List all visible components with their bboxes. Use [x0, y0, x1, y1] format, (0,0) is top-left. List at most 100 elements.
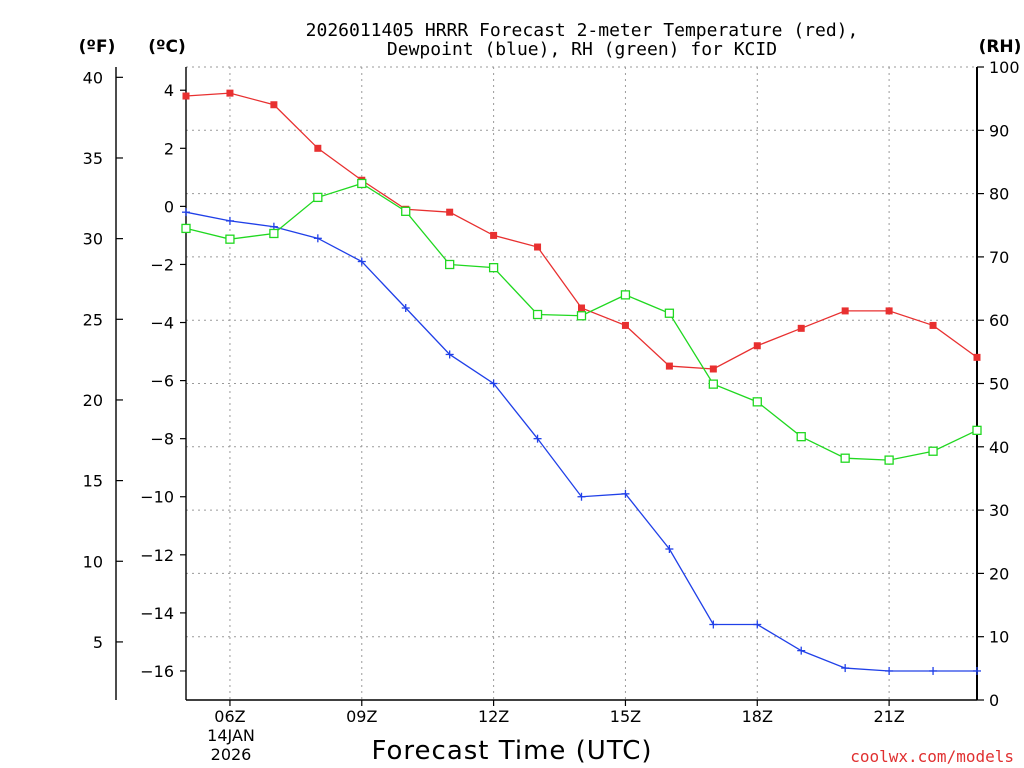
rh-point	[840, 453, 850, 463]
rh-point	[181, 223, 191, 234]
dewpoint-point	[577, 492, 586, 501]
rh-point	[708, 379, 718, 389]
dewpoint-point	[885, 666, 894, 675]
dewpoint-point	[929, 666, 938, 675]
temperature-point	[314, 144, 322, 152]
celsius-unit-label: (ºC)	[148, 37, 186, 57]
rh-point	[532, 309, 543, 320]
celsius-tick-label: 2	[164, 139, 174, 158]
rh-unit-label: (RH)	[979, 37, 1022, 57]
x-tick-label: 06Z	[214, 707, 245, 726]
celsius-tick-label: −6	[150, 372, 174, 391]
temperature-point	[709, 365, 717, 373]
dewpoint-point	[357, 257, 366, 266]
fahrenheit-tick-label: 35	[83, 149, 103, 168]
rh-point	[313, 192, 323, 203]
axes: 420−2−4−6−8−10−12−14−1640353025201510501…	[83, 58, 1020, 726]
temperature-point	[446, 208, 454, 216]
celsius-tick-label: −12	[140, 546, 174, 565]
dewpoint-point	[313, 234, 322, 243]
dewpoint-point	[401, 304, 410, 313]
celsius-tick-label: −10	[140, 488, 174, 507]
rh-point	[445, 259, 455, 270]
fahrenheit-tick-label: 25	[83, 310, 103, 329]
rh-point	[576, 311, 587, 321]
rh-point	[796, 432, 806, 442]
rh-tick-label: 60	[989, 311, 1009, 330]
temperature-point	[753, 342, 761, 350]
dewpoint-point	[621, 489, 630, 498]
celsius-tick-label: −8	[150, 430, 174, 449]
temperature-point	[841, 307, 849, 315]
x-tick-label: 21Z	[873, 707, 904, 726]
fahrenheit-tick-label: 5	[93, 633, 103, 652]
date-label-year: 2026	[211, 745, 252, 764]
temperature-line	[185, 92, 978, 370]
dewpoint-point	[973, 666, 981, 675]
rh-tick-label: 80	[989, 185, 1009, 204]
temperature-point	[665, 362, 673, 370]
x-tick-label: 18Z	[742, 707, 773, 726]
rh-point	[269, 228, 279, 239]
celsius-tick-label: 0	[164, 197, 174, 216]
rh-tick-label: 20	[989, 564, 1009, 583]
rh-point	[620, 290, 631, 300]
credit-label: coolwx.com/models	[850, 747, 1014, 766]
dewpoint-point	[533, 434, 542, 443]
rh-tick-label: 0	[989, 691, 999, 710]
temperature-point	[578, 304, 585, 312]
fahrenheit-tick-label: 40	[83, 68, 103, 87]
rh-point	[664, 308, 675, 318]
rh-point	[928, 446, 938, 456]
fahrenheit-tick-label: 20	[83, 391, 103, 410]
dewpoint-point	[225, 216, 234, 225]
rh-point	[752, 397, 762, 407]
temperature-point	[182, 92, 190, 100]
rh-tick-label: 90	[989, 121, 1009, 140]
rh-tick-label: 50	[989, 375, 1009, 394]
fahrenheit-unit-label: (ºF)	[79, 37, 116, 57]
x-axis-title: Forecast Time (UTC)	[371, 736, 652, 766]
rh-tick-label: 100	[989, 58, 1020, 77]
celsius-tick-label: 4	[164, 81, 174, 100]
celsius-tick-label: −16	[140, 662, 174, 681]
celsius-tick-label: −14	[140, 604, 174, 623]
x-tick-label: 12Z	[478, 707, 509, 726]
rh-point	[357, 178, 367, 189]
temperature-point	[270, 101, 278, 109]
grid-lines	[186, 66, 977, 700]
x-tick-label: 09Z	[346, 707, 377, 726]
rh-point	[488, 263, 499, 273]
fahrenheit-tick-label: 15	[83, 472, 103, 491]
date-label-month: 14JAN	[207, 726, 255, 745]
dewpoint-point	[489, 379, 498, 388]
rh-line	[185, 182, 978, 461]
dewpoint-point	[182, 208, 190, 217]
temperature-point	[226, 89, 234, 97]
temperature-point	[885, 307, 893, 315]
dewpoint-point	[753, 620, 762, 629]
dewpoint-point	[797, 646, 806, 655]
rh-point	[884, 455, 894, 465]
chart-title-line-2: Dewpoint (blue), RH (green) for KCID	[387, 39, 777, 60]
celsius-tick-label: −4	[150, 314, 174, 333]
temperature-point	[929, 321, 937, 329]
fahrenheit-tick-label: 30	[83, 230, 103, 249]
fahrenheit-tick-label: 10	[83, 552, 103, 571]
rh-tick-label: 70	[989, 248, 1009, 267]
dewpoint-line	[185, 211, 977, 672]
rh-tick-label: 40	[989, 438, 1009, 457]
dewpoint-point	[665, 545, 674, 554]
dewpoint-point	[445, 350, 454, 359]
dewpoint-point	[841, 664, 850, 673]
celsius-tick-label: −2	[150, 255, 174, 274]
rh-point	[225, 234, 235, 244]
data-series	[181, 89, 982, 675]
rh-tick-label: 10	[989, 628, 1009, 647]
temperature-point	[490, 231, 498, 239]
temperature-point	[973, 353, 981, 361]
temperature-point	[621, 321, 629, 329]
rh-tick-label: 30	[989, 501, 1009, 520]
rh-point	[401, 206, 411, 216]
